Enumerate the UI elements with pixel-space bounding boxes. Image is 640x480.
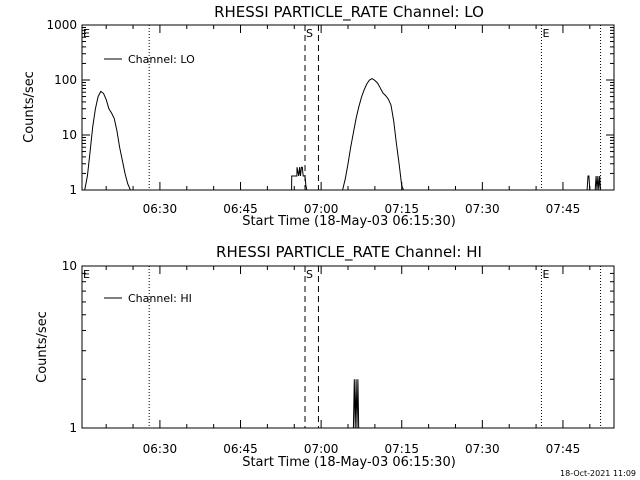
y-tick-label-hi: 1 — [69, 421, 77, 435]
series-line-lo — [84, 78, 602, 191]
series-line-hi — [352, 379, 361, 429]
x-tick-label-lo: 07:30 — [465, 202, 500, 216]
footer-timestamp: 18-Oct-2021 11:09 — [560, 469, 636, 478]
chart-title-lo: RHESSI PARTICLE_RATE Channel: LO — [214, 3, 484, 22]
event-marker-label-lo: E — [83, 27, 90, 40]
y-axis-label-hi: Counts/sec — [35, 311, 50, 383]
x-tick-label-lo: 06:45 — [223, 202, 258, 216]
event-marker-label-hi: E — [542, 268, 549, 281]
x-tick-label-hi: 06:30 — [143, 442, 178, 456]
y-tick-label-lo: 1000 — [46, 18, 77, 32]
x-axis-label-lo: Start Time (18-May-03 06:15:30) — [242, 214, 456, 229]
event-marker-label-lo: S — [306, 27, 313, 40]
y-tick-label-hi: 10 — [62, 259, 77, 273]
plot-frame-hi — [81, 265, 615, 429]
y-axis-label-lo: Counts/sec — [22, 71, 37, 143]
y-tick-label-lo: 10 — [62, 128, 77, 142]
x-tick-label-lo: 07:45 — [546, 202, 581, 216]
x-tick-label-hi: 06:45 — [223, 442, 258, 456]
event-marker-label-hi: S — [306, 268, 313, 281]
x-axis-label-hi: Start Time (18-May-03 06:15:30) — [242, 455, 456, 470]
panel-hi: RHESSI PARTICLE_RATE Channel: HI 1 10 06:3… — [35, 243, 615, 470]
panel-lo: RHESSI PARTICLE_RATE Channel: LO 1101001… — [22, 3, 615, 229]
marks-hi: 1 10 06:30 06:45 07:00 07:15 07:30 07:45 E S E — [62, 259, 614, 456]
marks-lo: 1 10 100 1000 06:30 06:45 07:00 07:15 07:30 07:45… — [46, 18, 614, 216]
event-marker-label-hi: E — [83, 268, 90, 281]
event-marker-label-lo: E — [542, 27, 549, 40]
x-tick-label-lo: 07:15 — [384, 202, 419, 216]
x-tick-label-hi: 07:45 — [546, 442, 581, 456]
x-tick-label-hi: 07:30 — [465, 442, 500, 456]
x-tick-label-hi: 07:00 — [304, 442, 339, 456]
x-tick-label-lo: 07:00 — [304, 202, 339, 216]
x-tick-label-hi: 07:15 — [384, 442, 419, 456]
y-tick-label-lo: 100 — [54, 73, 77, 87]
legend-label-hi: Channel: HI — [128, 292, 192, 305]
x-tick-label-lo: 06:30 — [143, 202, 178, 216]
chart-title-hi: RHESSI PARTICLE_RATE Channel: HI — [216, 243, 482, 262]
y-tick-label-lo: 1 — [69, 183, 77, 197]
legend-label-lo: Channel: LO — [128, 53, 195, 66]
